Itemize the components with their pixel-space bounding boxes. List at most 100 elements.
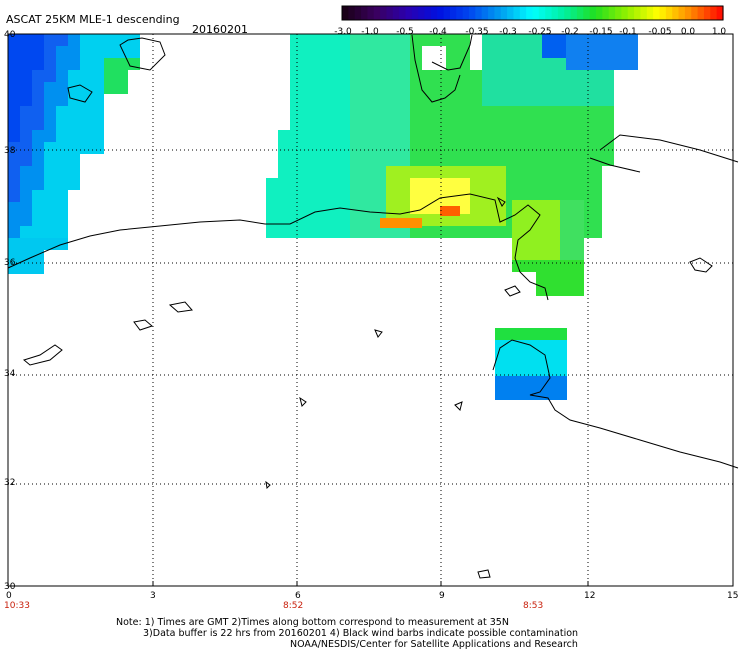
swath-cell [314, 82, 326, 94]
swath-cell [506, 166, 518, 178]
swath-cell [542, 166, 554, 178]
swath-cell [68, 106, 80, 118]
swath-cell [434, 106, 446, 118]
swath-cell [326, 190, 338, 202]
swath-cell [20, 262, 32, 274]
swath-cell [524, 212, 536, 224]
colorbar-swatch [348, 6, 356, 20]
swath-cell [44, 106, 56, 118]
swath-cell [56, 82, 68, 94]
swath-cell [566, 46, 578, 58]
swath-cell [8, 70, 20, 82]
swath-cell [8, 82, 20, 94]
swath-cell [398, 46, 410, 58]
swath-cell [374, 166, 386, 178]
swath-cell [470, 214, 482, 226]
swath-cell [554, 118, 566, 130]
swath-cell [590, 166, 602, 178]
product-date: 20160201 [192, 23, 248, 36]
swath-cell [590, 130, 602, 142]
swath-cell [20, 34, 32, 46]
colorbar-swatch [691, 6, 699, 20]
swath-cell [326, 178, 338, 190]
swath-cell [314, 34, 326, 46]
swath-cell [524, 236, 536, 248]
swath-cell [44, 190, 56, 202]
swath-cell [338, 34, 350, 46]
colorbar-label: -0.3 [499, 27, 517, 37]
swath-cell [398, 154, 410, 166]
swath-cell [494, 142, 506, 154]
colorbar-swatch [456, 6, 464, 20]
swath-cell [326, 34, 338, 46]
colorbar-swatch [621, 6, 629, 20]
swath-cell [290, 226, 302, 238]
swath-cell [20, 46, 32, 58]
swath-cell [362, 214, 374, 226]
swath-cell [278, 178, 290, 190]
swath-cell [470, 142, 482, 154]
colorbar-swatch [424, 6, 432, 20]
swath-cell [302, 166, 314, 178]
wind-data-swaths [8, 34, 638, 400]
swath-cell [32, 154, 44, 166]
swath-cell [470, 202, 482, 214]
swath-cell [543, 376, 555, 388]
swath-cell [362, 58, 374, 70]
swath-cell [506, 154, 518, 166]
swath-cell [494, 226, 506, 238]
colorbar-label: -1.0 [361, 27, 379, 37]
colorbar-swatch [583, 6, 591, 20]
swath-cell [578, 142, 590, 154]
swath-cell [398, 94, 410, 106]
swath-cell [290, 130, 302, 142]
swath-cell [44, 238, 56, 250]
swath-cell [44, 214, 56, 226]
swath-cell [566, 154, 578, 166]
swath-cell [536, 260, 548, 272]
swath-cell [92, 34, 104, 46]
swath-cell [56, 202, 68, 214]
swath-cell [494, 58, 506, 70]
greece-coast [589, 134, 739, 173]
colorbar-swatch [386, 6, 394, 20]
swath-cell [530, 166, 542, 178]
swath-cell [32, 46, 44, 58]
swath-cell [410, 154, 422, 166]
swath-cell [590, 82, 602, 94]
colorbar-swatch [373, 6, 381, 20]
swath-cell [278, 190, 290, 202]
product-title: ASCAT 25KM MLE-1 descending [6, 13, 180, 26]
swath-cell [278, 226, 290, 238]
swath-cell [44, 70, 56, 82]
swath-cell [554, 142, 566, 154]
swath-cell [518, 142, 530, 154]
swath-cell [548, 248, 560, 260]
swath-cell [104, 34, 116, 46]
swath-cell [560, 224, 572, 236]
colorbar-swatch [615, 6, 622, 20]
colorbar-label: 1.0 [711, 27, 727, 37]
swath-cell [56, 46, 68, 58]
balearic [67, 84, 93, 103]
swath-cell [80, 106, 92, 118]
swath-cell [560, 212, 572, 224]
swath-cell [578, 118, 590, 130]
swath-cell [326, 118, 338, 130]
swath-cell [386, 58, 398, 70]
swath-cell [362, 106, 374, 118]
swath-cell [482, 118, 494, 130]
swath-cell [338, 82, 350, 94]
swath-cell [20, 190, 32, 202]
swath-cell [374, 190, 386, 202]
swath-cell [314, 214, 326, 226]
sardinia [119, 37, 166, 71]
swath-cell [458, 118, 470, 130]
swath-cell [410, 190, 422, 202]
swath-cell [530, 118, 542, 130]
swath-cell [548, 200, 560, 212]
swath-cell [32, 226, 44, 238]
swath-cell [410, 118, 422, 130]
swath-cell [362, 190, 374, 202]
swath-cell [380, 218, 422, 228]
